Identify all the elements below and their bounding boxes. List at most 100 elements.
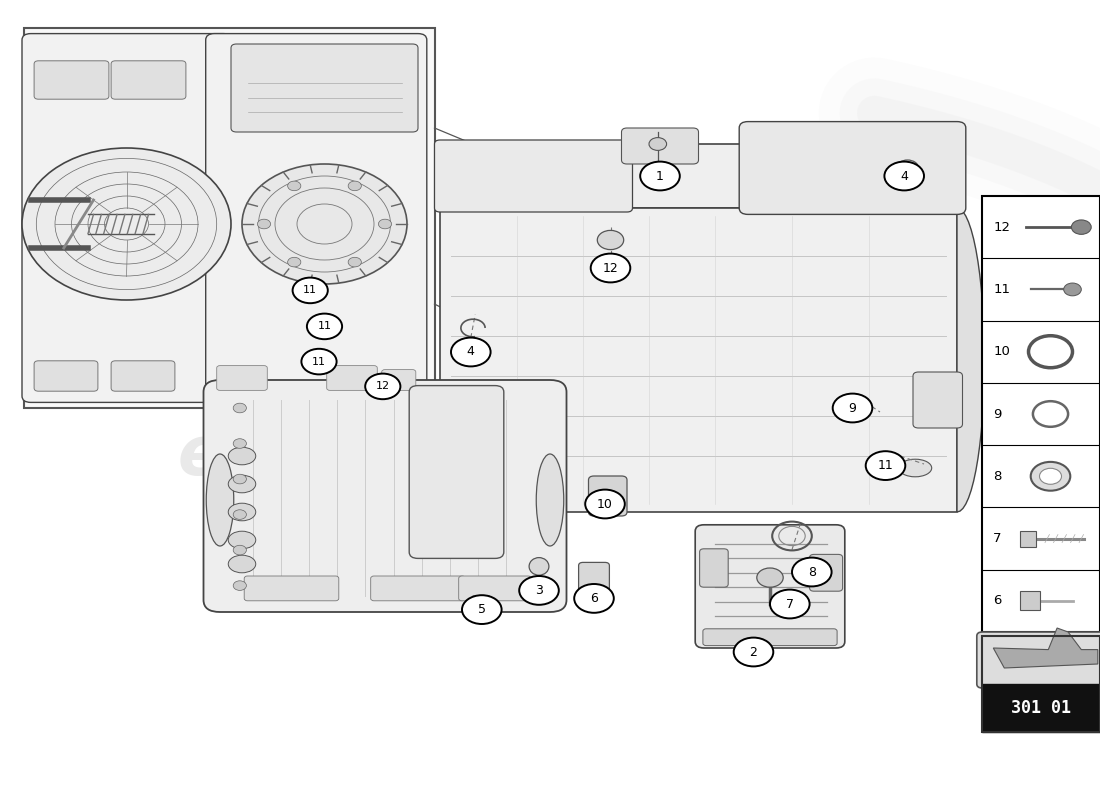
Text: 12: 12: [993, 221, 1010, 234]
Text: 12: 12: [376, 382, 389, 391]
Circle shape: [833, 394, 872, 422]
FancyBboxPatch shape: [977, 632, 1100, 688]
Circle shape: [378, 219, 392, 229]
Polygon shape: [957, 208, 984, 512]
Text: 10: 10: [993, 346, 1010, 358]
Text: europes: europes: [178, 423, 482, 489]
Circle shape: [1071, 220, 1091, 234]
Polygon shape: [993, 628, 1098, 668]
Circle shape: [649, 138, 667, 150]
Text: 10: 10: [597, 498, 613, 510]
FancyBboxPatch shape: [244, 576, 339, 601]
FancyBboxPatch shape: [1020, 591, 1040, 610]
Circle shape: [301, 349, 337, 374]
Circle shape: [640, 162, 680, 190]
Circle shape: [884, 162, 924, 190]
FancyBboxPatch shape: [700, 549, 728, 587]
FancyBboxPatch shape: [695, 525, 845, 648]
Text: 2: 2: [749, 646, 758, 658]
Text: 3: 3: [535, 584, 543, 597]
Circle shape: [519, 576, 559, 605]
FancyBboxPatch shape: [204, 380, 566, 612]
Circle shape: [1064, 283, 1081, 296]
Polygon shape: [440, 144, 957, 208]
Ellipse shape: [229, 503, 255, 521]
Circle shape: [365, 374, 400, 399]
Ellipse shape: [529, 558, 549, 575]
FancyBboxPatch shape: [22, 34, 232, 402]
Circle shape: [233, 403, 246, 413]
FancyBboxPatch shape: [34, 61, 109, 99]
Bar: [982, 684, 1100, 732]
Circle shape: [1040, 468, 1062, 484]
FancyBboxPatch shape: [739, 122, 966, 214]
FancyBboxPatch shape: [1020, 530, 1036, 546]
Circle shape: [233, 510, 246, 519]
Text: 9: 9: [993, 407, 1002, 421]
Ellipse shape: [537, 454, 563, 546]
Text: 11: 11: [318, 322, 331, 331]
Text: 7: 7: [993, 532, 1002, 545]
FancyBboxPatch shape: [34, 361, 98, 391]
Circle shape: [734, 638, 773, 666]
Circle shape: [462, 595, 502, 624]
Circle shape: [1031, 462, 1070, 490]
Circle shape: [242, 164, 407, 284]
FancyBboxPatch shape: [621, 128, 698, 164]
FancyBboxPatch shape: [206, 34, 427, 402]
FancyBboxPatch shape: [459, 576, 531, 601]
Circle shape: [591, 254, 630, 282]
Text: 6: 6: [590, 592, 598, 605]
Text: 1: 1: [656, 170, 664, 182]
Text: 11: 11: [878, 459, 893, 472]
FancyBboxPatch shape: [579, 562, 609, 591]
Circle shape: [896, 160, 918, 176]
Circle shape: [287, 258, 300, 267]
Circle shape: [22, 148, 231, 300]
Ellipse shape: [899, 459, 932, 477]
Text: 7: 7: [785, 598, 794, 610]
FancyBboxPatch shape: [434, 140, 632, 212]
Bar: [24, 28, 434, 408]
Circle shape: [348, 181, 361, 190]
FancyBboxPatch shape: [703, 629, 837, 646]
Circle shape: [757, 568, 783, 587]
Polygon shape: [440, 208, 957, 512]
Ellipse shape: [229, 555, 255, 573]
FancyBboxPatch shape: [327, 366, 377, 390]
Circle shape: [233, 438, 246, 448]
Circle shape: [287, 181, 301, 190]
FancyBboxPatch shape: [382, 370, 416, 390]
Circle shape: [866, 451, 905, 480]
FancyBboxPatch shape: [913, 372, 962, 428]
Circle shape: [307, 314, 342, 339]
Ellipse shape: [229, 447, 255, 465]
FancyBboxPatch shape: [371, 576, 465, 601]
Text: 12: 12: [603, 262, 618, 274]
FancyBboxPatch shape: [111, 61, 186, 99]
Text: 301 01: 301 01: [1011, 699, 1071, 717]
FancyBboxPatch shape: [217, 366, 267, 390]
Circle shape: [257, 219, 271, 229]
Ellipse shape: [229, 475, 255, 493]
Bar: [982, 636, 1100, 732]
Polygon shape: [470, 596, 493, 612]
Circle shape: [597, 230, 624, 250]
Ellipse shape: [229, 531, 255, 549]
Circle shape: [792, 558, 832, 586]
Circle shape: [348, 258, 361, 267]
FancyBboxPatch shape: [588, 476, 627, 516]
Circle shape: [233, 546, 246, 555]
FancyBboxPatch shape: [111, 361, 175, 391]
Circle shape: [585, 490, 625, 518]
Circle shape: [770, 590, 810, 618]
FancyBboxPatch shape: [231, 44, 418, 132]
Circle shape: [574, 584, 614, 613]
Bar: [982, 196, 1100, 632]
Text: 4: 4: [466, 346, 475, 358]
Text: 11: 11: [312, 357, 326, 366]
Text: 11: 11: [304, 286, 317, 295]
FancyBboxPatch shape: [810, 554, 843, 591]
Text: 8: 8: [807, 566, 816, 578]
Circle shape: [293, 278, 328, 303]
